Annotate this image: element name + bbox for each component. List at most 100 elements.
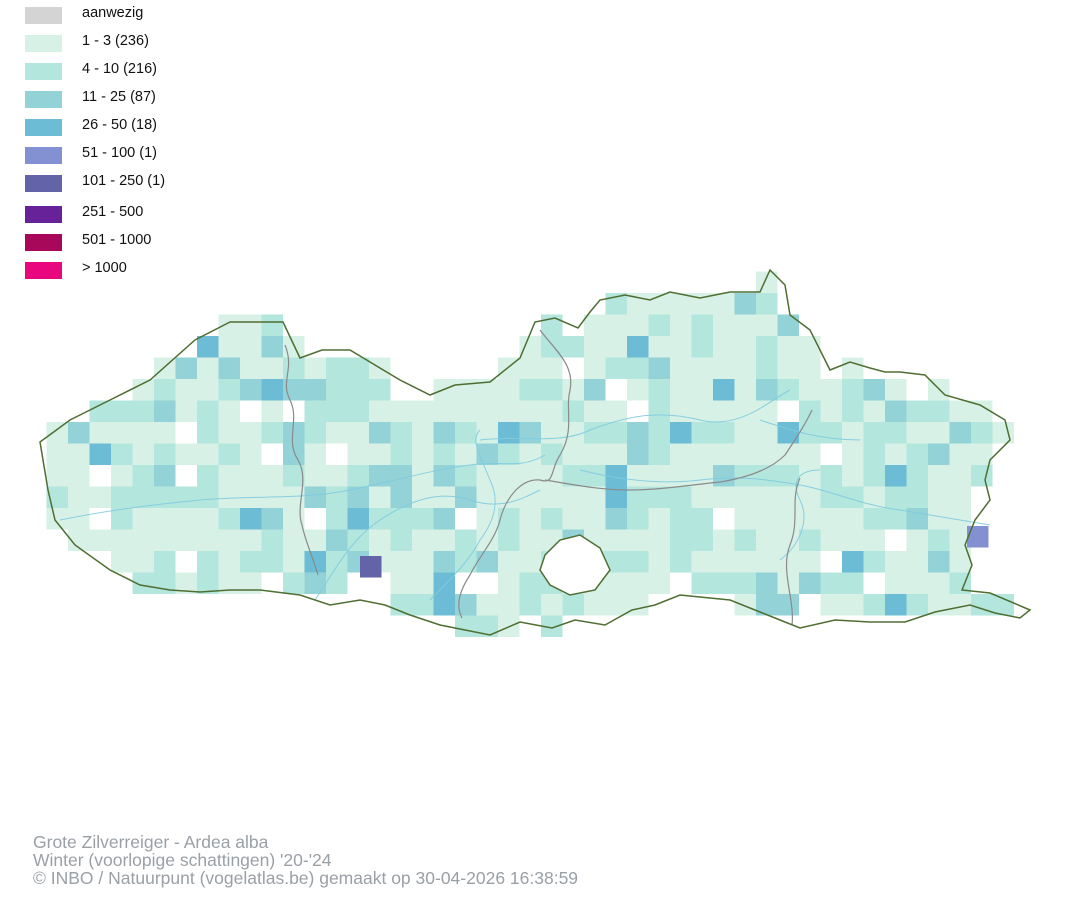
grid-cell — [326, 400, 348, 422]
grid-cell — [326, 422, 348, 444]
legend-item-501-1000: 501 - 1000 — [25, 230, 325, 251]
grid-cell — [842, 379, 864, 401]
grid-cell — [519, 357, 541, 379]
grid-cell — [670, 400, 692, 422]
legend-swatch — [25, 119, 62, 136]
grid-cell — [197, 422, 219, 444]
grid-cell — [240, 551, 262, 573]
grid-cell — [906, 551, 928, 573]
grid-cell — [605, 357, 627, 379]
grid-cell — [519, 529, 541, 551]
grid-cell — [928, 508, 950, 530]
grid-cell — [756, 422, 778, 444]
grid-cell — [648, 379, 670, 401]
grid-cell — [498, 508, 520, 530]
grid-cell — [132, 508, 154, 530]
grid-cell — [691, 336, 713, 358]
grid-cell — [519, 594, 541, 616]
grid-cell — [197, 551, 219, 573]
grid-cell — [197, 508, 219, 530]
grid-cell — [68, 443, 90, 465]
grid-cell — [691, 443, 713, 465]
grid-cell — [197, 486, 219, 508]
grid-cell — [498, 465, 520, 487]
grid-cell — [519, 465, 541, 487]
grid-cell — [906, 465, 928, 487]
grid-cell — [928, 443, 950, 465]
grid-cell — [627, 379, 649, 401]
legend-swatch — [25, 35, 62, 52]
grid-cell — [842, 465, 864, 487]
grid-cell — [734, 594, 756, 616]
grid-cell — [175, 400, 197, 422]
grid-cell — [154, 379, 176, 401]
province-border — [544, 409, 813, 491]
grid-cell — [218, 379, 240, 401]
grid-cell — [799, 357, 821, 379]
grid-cell — [713, 465, 735, 487]
grid-cell — [326, 508, 348, 530]
grid-cell — [541, 400, 563, 422]
grid-cell — [46, 422, 68, 444]
grid-cell — [132, 486, 154, 508]
grid-cell — [326, 529, 348, 551]
grid-cell — [734, 551, 756, 573]
grid-cell — [369, 443, 391, 465]
grid-cell — [369, 400, 391, 422]
grid-cell — [756, 314, 778, 336]
grid-cell — [971, 400, 993, 422]
legend-item-1-3: 1 - 3 (236) — [25, 31, 325, 52]
grid-cell — [111, 465, 133, 487]
grid-cell — [240, 379, 262, 401]
grid-cell — [713, 336, 735, 358]
grid-cell — [584, 443, 606, 465]
grid-cell — [562, 465, 584, 487]
grid-cell — [498, 443, 520, 465]
grid-cell — [541, 486, 563, 508]
grid-cell — [777, 551, 799, 573]
grid-cell — [218, 357, 240, 379]
grid-cell — [433, 400, 455, 422]
grid-cell — [713, 551, 735, 573]
grid-cell — [713, 314, 735, 336]
grid-cell — [175, 379, 197, 401]
grid-cell — [433, 508, 455, 530]
grid-cell — [713, 486, 735, 508]
grid-cell — [949, 465, 971, 487]
grid-cell — [949, 400, 971, 422]
grid-cell — [756, 357, 778, 379]
grid-cell — [541, 379, 563, 401]
grid-cell — [304, 572, 326, 594]
grid-cell — [261, 357, 283, 379]
grid-cell — [756, 594, 778, 616]
legend-label: 251 - 500 — [82, 204, 144, 220]
province-borders — [284, 329, 813, 626]
grid-cell — [670, 508, 692, 530]
grid-cell — [691, 422, 713, 444]
grid-cell — [390, 400, 412, 422]
grid-cell — [734, 293, 756, 315]
province-border — [785, 477, 801, 626]
grid-cell — [476, 422, 498, 444]
grid-cell — [691, 293, 713, 315]
grid-cell — [476, 400, 498, 422]
grid-cell — [906, 443, 928, 465]
grid-cell — [283, 357, 305, 379]
grid-cell — [584, 422, 606, 444]
grid-cell — [756, 508, 778, 530]
grid-cell — [799, 508, 821, 530]
grid-cell — [412, 422, 434, 444]
grid-cell — [799, 529, 821, 551]
grid-cell — [605, 465, 627, 487]
grid-cell — [756, 443, 778, 465]
grid-cell — [820, 422, 842, 444]
grid-cell — [154, 400, 176, 422]
grid-cell — [906, 422, 928, 444]
grid-cell — [89, 422, 111, 444]
grid-cell — [777, 508, 799, 530]
grid-cell — [885, 508, 907, 530]
grid-cell — [842, 357, 864, 379]
grid-cell — [734, 336, 756, 358]
legend-label: 501 - 1000 — [82, 232, 152, 248]
grid-cell — [519, 486, 541, 508]
